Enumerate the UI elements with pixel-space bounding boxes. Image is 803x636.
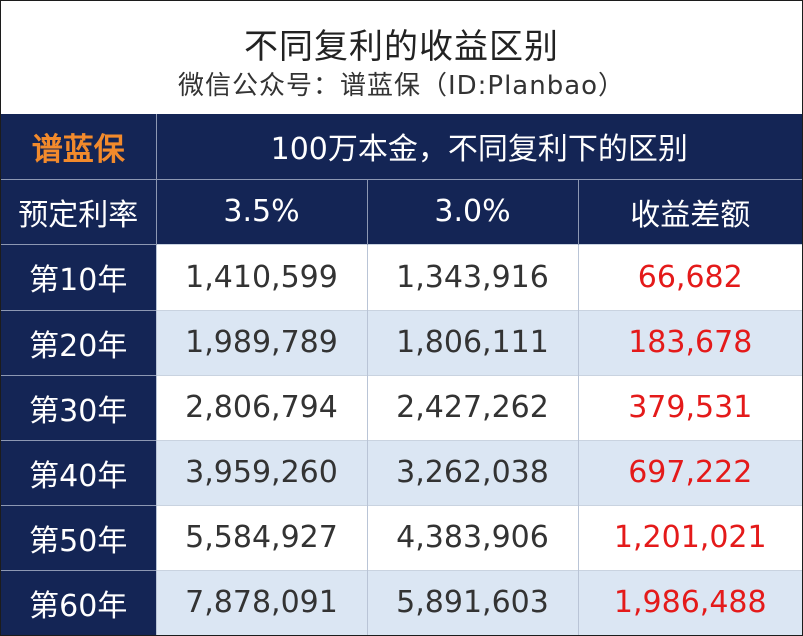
table-caption: 100万本金，不同复利下的区别 <box>155 114 802 179</box>
value-diff: 183,678 <box>577 309 802 375</box>
value-3-5: 3,959,260 <box>155 439 367 505</box>
value-3-0: 1,343,916 <box>366 243 578 310</box>
header-row-columns: 预定利率 3.5% 3.0% 收益差额 <box>1 178 802 244</box>
table-row: 第20年 1,989,789 1,806,111 183,678 <box>1 309 802 375</box>
page-title: 不同复利的收益区别 <box>244 27 559 67</box>
value-3-0: 2,427,262 <box>366 374 578 440</box>
row-year-label: 第40年 <box>1 439 156 505</box>
value-3-5: 5,584,927 <box>155 504 367 570</box>
table-row: 第30年 2,806,794 2,427,262 379,531 <box>1 374 802 440</box>
value-3-5: 7,878,091 <box>155 569 367 635</box>
table-row: 第60年 7,878,091 5,891,603 1,986,488 <box>1 569 802 635</box>
table-row: 第40年 3,959,260 3,262,038 697,222 <box>1 439 802 505</box>
title-area: 不同复利的收益区别 微信公众号：谱蓝保（ID:Planbao） <box>1 1 802 114</box>
value-diff: 379,531 <box>577 374 802 440</box>
rate-label: 预定利率 <box>1 178 156 244</box>
row-year-label: 第60年 <box>1 569 156 635</box>
page-subtitle: 微信公众号：谱蓝保（ID:Planbao） <box>177 71 626 101</box>
value-diff: 697,222 <box>577 439 802 505</box>
value-diff: 66,682 <box>577 243 802 310</box>
row-year-label: 第10年 <box>1 243 156 310</box>
value-diff: 1,986,488 <box>577 569 802 635</box>
value-3-5: 1,410,599 <box>155 243 367 310</box>
value-3-0: 1,806,111 <box>366 309 578 375</box>
row-year-label: 第20年 <box>1 309 156 375</box>
value-3-0: 5,891,603 <box>366 569 578 635</box>
column-header-diff: 收益差额 <box>577 178 802 244</box>
column-header-3-0: 3.0% <box>366 178 578 244</box>
header-row-caption: 谱蓝保 100万本金，不同复利下的区别 <box>1 114 802 179</box>
row-year-label: 第50年 <box>1 504 156 570</box>
value-3-0: 3,262,038 <box>366 439 578 505</box>
column-header-3-5: 3.5% <box>155 178 367 244</box>
value-3-5: 2,806,794 <box>155 374 367 440</box>
value-3-5: 1,989,789 <box>155 309 367 375</box>
table-row: 第50年 5,584,927 4,383,906 1,201,021 <box>1 504 802 570</box>
value-diff: 1,201,021 <box>577 504 802 570</box>
table-row: 第10年 1,410,599 1,343,916 66,682 <box>1 243 802 310</box>
comparison-table: 谱蓝保 100万本金，不同复利下的区别 预定利率 3.5% 3.0% 收益差额 … <box>1 114 802 635</box>
row-year-label: 第30年 <box>1 374 156 440</box>
brand-label: 谱蓝保 <box>1 114 156 179</box>
value-3-0: 4,383,906 <box>366 504 578 570</box>
